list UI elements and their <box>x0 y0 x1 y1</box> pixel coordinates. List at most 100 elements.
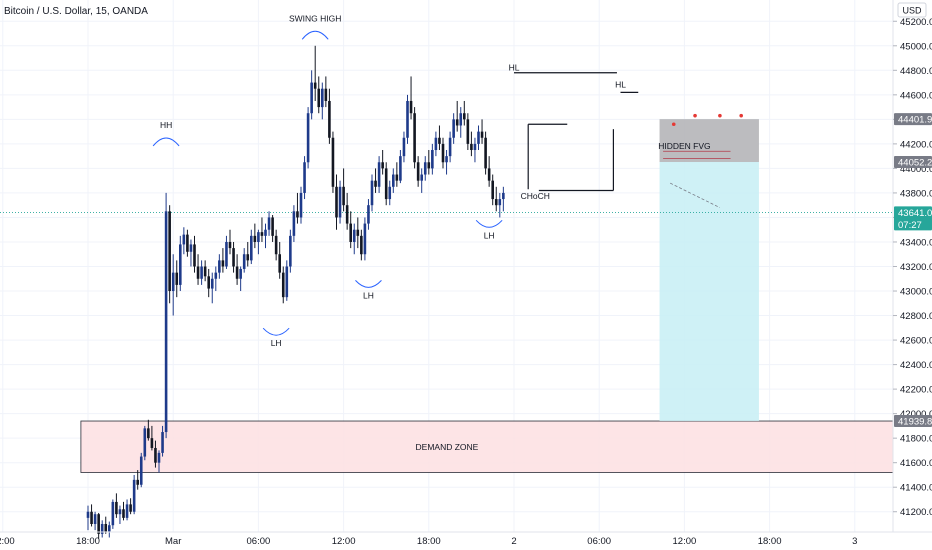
swing-high-arc <box>301 30 329 40</box>
candle-body-up <box>321 88 324 108</box>
candle-body-down <box>221 260 225 267</box>
candle-body-down <box>203 266 207 277</box>
candle-body-down <box>381 162 384 169</box>
candle-body-up <box>477 131 480 144</box>
annotation-label: LH <box>271 338 282 348</box>
candle-body-up <box>264 229 267 236</box>
currency-button[interactable]: USD <box>902 6 922 16</box>
candle-body-down <box>494 199 498 206</box>
annotation-label: HL <box>509 62 520 72</box>
candle-body-up <box>108 525 111 532</box>
candle-body-up <box>125 504 129 518</box>
candle-body-up <box>289 235 292 267</box>
candle-body-up <box>164 211 168 433</box>
candle-body-down <box>427 162 431 169</box>
candle-body-down <box>491 180 494 200</box>
candle-body-up <box>139 456 143 485</box>
candle-body-down <box>384 168 388 200</box>
time-axis: 12:00 18:00 Mar 06:00 12:00 18:00 2 06:00 12:00 1… <box>0 536 857 547</box>
candle-body-up <box>370 180 374 206</box>
price-tick-label: 42000.0 <box>900 409 932 420</box>
candle-body-down <box>356 229 360 236</box>
price-tick-label: 44200.0 <box>900 139 932 150</box>
candle-body-up <box>161 432 164 453</box>
price-tick-label: 42800.0 <box>900 311 932 322</box>
time-tick-label: Mar <box>165 536 181 547</box>
candle-body-up <box>182 234 186 245</box>
candle-body-up <box>377 162 381 187</box>
candle-body-up <box>214 272 218 279</box>
candle-body-up <box>225 241 228 267</box>
high-marker-dot <box>718 113 722 118</box>
candle-body-up <box>171 272 175 292</box>
swing-low-arc <box>475 219 503 228</box>
candle-body-down <box>466 119 470 144</box>
candle-body-down <box>274 235 278 255</box>
candle-body-up <box>498 199 502 206</box>
price-axis: 45200.045000.044800.044600.044400.044200… <box>893 17 932 518</box>
candle-body-down <box>97 514 100 534</box>
time-tick-label: 18:00 <box>758 536 782 547</box>
candle-body-down <box>480 131 484 138</box>
candle-body-down <box>136 479 139 485</box>
candle-body-up <box>388 186 392 200</box>
annotation-label: LH <box>363 290 374 300</box>
candle-body-up <box>303 162 306 193</box>
annotation-label: HL <box>615 79 626 89</box>
candle-body-down <box>438 137 441 144</box>
candle-body-down <box>168 211 171 292</box>
candle-body-down <box>147 428 150 439</box>
candle-body-down <box>487 168 491 181</box>
annotation-label: HH <box>160 120 172 130</box>
candle-body-up <box>143 428 147 457</box>
candle-body-down <box>196 266 200 279</box>
candle-body-up <box>448 137 452 157</box>
price-tag <box>894 156 932 169</box>
price-tag-countdown: 07:27 <box>898 220 922 231</box>
price-tick-label: 42600.0 <box>900 336 932 347</box>
candle-body-up <box>431 150 434 169</box>
price-tick-label: 42400.0 <box>900 360 932 371</box>
candle-body-down <box>349 223 352 242</box>
price-tick-label: 41400.0 <box>900 483 932 494</box>
chart-title: Bitcoin / U.S. Dollar, 15, OANDA <box>4 6 148 17</box>
candle-body-up <box>445 156 448 163</box>
candle-body-up <box>210 278 214 289</box>
candle-body-down <box>374 180 377 187</box>
candle-body-up <box>267 217 271 230</box>
candle-body-down <box>416 162 420 181</box>
annotation-label: HIDDEN FVG <box>658 141 710 151</box>
candle-body-down <box>122 509 125 518</box>
candle-body-up <box>218 260 221 273</box>
annotation-label: LH <box>484 230 495 240</box>
candle-body-down <box>409 100 413 114</box>
price-tick-label: 44600.0 <box>900 90 932 101</box>
candle-body-up <box>118 509 122 515</box>
time-tick-label: 2 <box>511 536 516 547</box>
price-tag-label: 43641.0 <box>898 208 932 219</box>
price-tag-label: 41939.8 <box>898 417 932 428</box>
candle-body-up <box>363 223 367 255</box>
candle-body-up <box>257 232 260 242</box>
stop-zone <box>659 119 759 163</box>
candle-body-down <box>345 205 349 224</box>
candle-body-up <box>502 192 505 200</box>
candle-body-down <box>324 88 328 101</box>
currency-button-frame[interactable] <box>897 2 927 18</box>
candle-body-up <box>402 137 406 157</box>
demand-zone-label: DEMAND ZONE <box>416 442 479 452</box>
candle-body-up <box>189 244 193 252</box>
time-tick-label: 06:00 <box>587 536 611 547</box>
candle-body-down <box>90 511 93 524</box>
candle-body-up <box>93 514 97 524</box>
candle-body-down <box>175 272 179 285</box>
candle-body-down <box>260 232 264 236</box>
candle-body-up <box>399 156 402 181</box>
candle-body-down <box>207 276 210 289</box>
candle-body-up <box>420 174 423 181</box>
demand-zone <box>80 420 894 473</box>
candle-body-down <box>104 524 108 532</box>
swing-low-arc <box>355 280 382 288</box>
